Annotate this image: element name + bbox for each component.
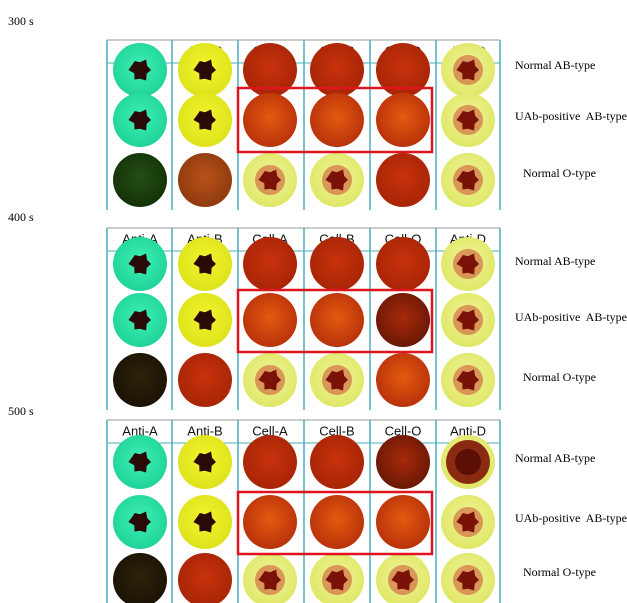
well xyxy=(113,353,167,407)
row-label: Normal AB-type xyxy=(515,451,595,465)
well xyxy=(243,237,297,291)
well xyxy=(310,93,364,147)
well xyxy=(376,353,430,407)
well xyxy=(178,353,232,407)
row-label: UAb-positive AB-type xyxy=(515,310,627,324)
page: {"panels": [ {"time": "300 s", "columns"… xyxy=(0,0,627,603)
row-label: Normal AB-type xyxy=(515,254,595,268)
time-label: 400 s xyxy=(8,210,34,224)
row-label: Normal O-type xyxy=(523,166,596,180)
well xyxy=(376,435,430,489)
well xyxy=(310,495,364,549)
well xyxy=(178,553,232,603)
row-label: Normal O-type xyxy=(523,370,596,384)
well xyxy=(243,495,297,549)
well xyxy=(376,237,430,291)
well xyxy=(113,153,167,207)
row-label: Normal AB-type xyxy=(515,58,595,72)
well xyxy=(376,293,430,347)
figure: 300 sAnti-AAnti-BCell-ACell-BCell-OAnti-… xyxy=(0,0,627,603)
time-label: 300 s xyxy=(8,14,34,28)
well xyxy=(178,153,232,207)
well xyxy=(376,495,430,549)
well xyxy=(310,237,364,291)
well xyxy=(376,153,430,207)
well xyxy=(243,435,297,489)
row-label: UAb-positive AB-type xyxy=(515,109,627,123)
well xyxy=(113,553,167,603)
row-label: Normal O-type xyxy=(523,565,596,579)
well xyxy=(376,93,430,147)
row-label: UAb-positive AB-type xyxy=(515,511,627,525)
well xyxy=(310,293,364,347)
well xyxy=(243,293,297,347)
dot xyxy=(455,449,481,475)
time-label: 500 s xyxy=(8,404,34,418)
well xyxy=(243,93,297,147)
well xyxy=(310,435,364,489)
